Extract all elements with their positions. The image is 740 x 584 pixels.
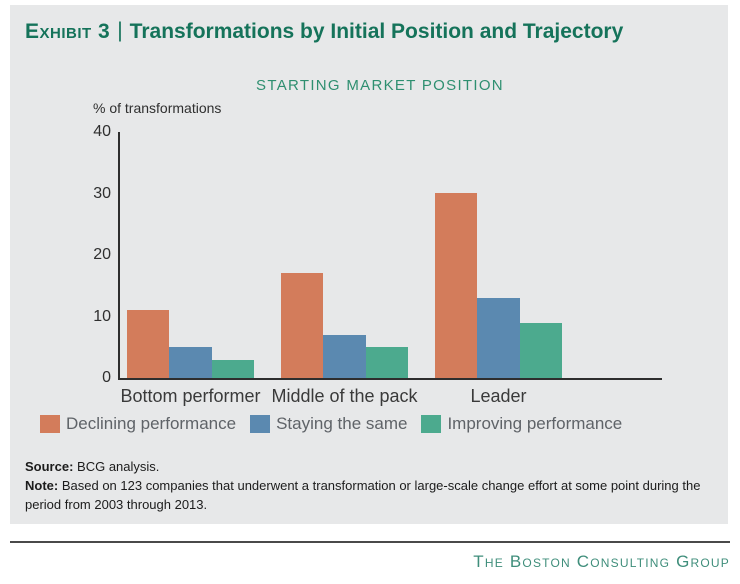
exhibit-title: Exhibit 3 | Transformations by Initial Pos… [25,19,624,44]
bar [365,347,408,378]
plot-area: 0 10 20 30 40 Bottom performer Middle of the … [93,124,662,406]
legend: Declining performance Staying the same Imp… [40,414,622,434]
legend-item: Declining performance [40,414,236,434]
category-label: Leader [470,386,527,406]
legend-swatch [40,415,60,433]
note-text: Based on 123 companies that underwent a … [25,477,701,512]
category-label: Middle of the pack [271,386,418,406]
y-tick-40: 40 [93,123,111,140]
legend-label: Declining performance [66,414,237,433]
y-tick-0: 0 [102,369,111,386]
exhibit-title-text: Transformations by Initial Position and … [129,20,624,43]
note-label: Note: [25,477,59,493]
source-label: Source: [25,459,74,474]
bar [477,298,520,378]
bar [127,310,170,378]
exhibit-label: Exhibit 3 [25,20,111,43]
category-label: Bottom performer [120,386,261,406]
y-tick-20: 20 [93,246,111,263]
bar-groups: Bottom performer Middle of the pack Leader [120,132,562,406]
y-axis-label: % of transformations [93,100,222,116]
bar [323,335,366,378]
bar-group-3: Leader [435,132,562,406]
bar [519,323,562,378]
source-text: BCG analysis. [77,459,160,474]
exhibit-separator: | [117,19,123,42]
legend-label: Staying the same [276,414,408,433]
source-line: Source: BCG analysis. [25,458,707,477]
bar [435,193,478,378]
legend-item: Staying the same [250,414,407,434]
bar-group-1: Bottom performer [120,132,261,406]
legend-swatch [421,415,442,433]
footer-rule [10,541,730,543]
note-line: Note: Based on 123 companies that underw… [25,477,707,515]
exhibit-panel: Exhibit 3 | Transformations by Initial Pos… [10,5,728,524]
chart-subtitle: STARTING MARKET POSITION [256,77,504,94]
bar [281,273,324,378]
legend-label: Improving performance [447,414,623,433]
bar [211,360,254,378]
legend-swatch [250,415,271,433]
brand-name: The Boston Consulting Group [473,552,730,571]
y-tick-10: 10 [93,307,111,325]
legend-item: Improving performance [421,414,622,434]
bar [169,347,212,378]
bar-group-2: Middle of the pack [271,132,418,406]
source-note: Source: BCG analysis. Note: Based on 123… [25,458,707,515]
y-tick-30: 30 [93,184,111,202]
